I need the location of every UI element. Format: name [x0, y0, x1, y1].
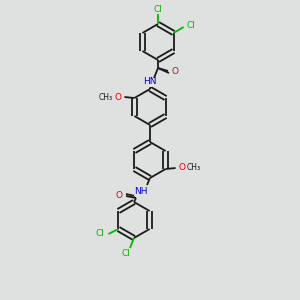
Text: O: O [178, 164, 185, 172]
Text: NH: NH [134, 187, 148, 196]
Text: Cl: Cl [186, 20, 195, 29]
Text: Cl: Cl [154, 4, 162, 14]
Text: Cl: Cl [96, 230, 105, 238]
Text: HN: HN [143, 77, 157, 86]
Text: O: O [116, 190, 122, 200]
Text: O: O [115, 92, 122, 101]
Text: O: O [172, 68, 178, 76]
Text: CH₃: CH₃ [98, 92, 112, 101]
Text: CH₃: CH₃ [187, 164, 201, 172]
Text: Cl: Cl [122, 250, 130, 259]
